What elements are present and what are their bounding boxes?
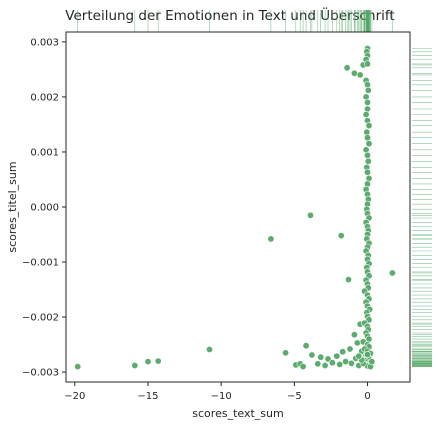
scatter-point: [363, 350, 371, 358]
scatter-point: [344, 276, 352, 284]
scatter-points: [74, 44, 396, 371]
scatter-point: [353, 339, 361, 347]
y-tick-label: 0.000: [30, 203, 59, 214]
scatter-point: [206, 345, 214, 353]
scatter-point: [306, 211, 314, 219]
scatter-point: [343, 64, 351, 72]
scatter-point: [321, 361, 329, 369]
y-tick-label: −0.001: [22, 258, 59, 269]
x-tick-label: −10: [211, 391, 232, 402]
scatter-point: [336, 360, 344, 368]
scatter-point: [308, 351, 316, 359]
x-axis-label: scores_text_sum: [192, 407, 283, 420]
plot-area-frame: [65, 31, 411, 383]
scatter-point: [363, 134, 371, 142]
scatter-point: [131, 361, 139, 369]
scatter-point: [362, 111, 370, 119]
scatter-point: [346, 345, 354, 353]
y-axis-label: scores_titel_sum: [6, 161, 19, 252]
scatter-point: [363, 98, 371, 106]
scatter-point: [350, 69, 358, 77]
x-axis: −20 −15 −10 −5 0: [64, 382, 371, 402]
scatter-point: [368, 358, 376, 366]
scatter-point: [282, 349, 290, 357]
x-tick-label: 0: [364, 391, 370, 402]
scatter-point: [299, 363, 307, 371]
y-tick-label: −0.002: [22, 313, 59, 324]
scatter-point: [154, 357, 162, 365]
scatter-point: [144, 358, 152, 366]
scatter-point: [364, 157, 372, 165]
x-tick-label: −5: [287, 391, 302, 402]
x-tick-label: −20: [64, 391, 85, 402]
scatter-point: [388, 269, 396, 277]
scatter-point: [363, 168, 371, 176]
y-tick-label: 0.001: [30, 147, 59, 158]
y-tick-label: −0.003: [22, 368, 59, 379]
scatter-point: [350, 331, 358, 339]
chart-title: Verteilung der Emotionen in Text und Übe…: [65, 6, 394, 24]
scatter-point: [365, 122, 373, 130]
scatter-point: [333, 352, 341, 360]
scatter-point: [342, 358, 350, 366]
scatter-point: [363, 151, 371, 159]
scatter-point: [317, 353, 325, 361]
scatter-point: [365, 140, 373, 148]
scatter-point: [302, 342, 310, 350]
scatter-point: [339, 348, 347, 356]
marginal-top-rug: [77, 10, 393, 32]
scatter-point: [355, 352, 363, 360]
scatter-point: [337, 232, 345, 240]
y-tick-label: 0.003: [30, 37, 59, 48]
y-axis: −0.003 −0.002 −0.001 0.000 0.001 0.002 0.003: [22, 37, 66, 379]
y-tick-label: 0.002: [30, 92, 59, 103]
scatter-point: [347, 359, 355, 367]
scatter-point: [356, 71, 364, 79]
scatter-point: [314, 360, 322, 368]
scatter-point: [363, 60, 371, 68]
marginal-right-rug: [412, 48, 432, 367]
scatter-point: [364, 86, 372, 94]
scatter-point: [267, 235, 275, 243]
x-tick-label: −15: [137, 391, 158, 402]
scatter-point: [74, 363, 82, 371]
scatter-point: [324, 355, 332, 363]
scatter-point: [328, 359, 336, 367]
